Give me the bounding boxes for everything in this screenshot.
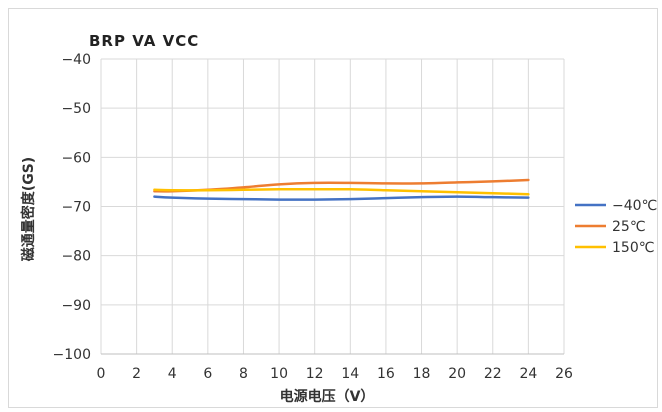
- legend-label: 25℃: [612, 219, 646, 235]
- y-tick-label: −100: [53, 347, 91, 363]
- legend-label: 150℃: [612, 240, 654, 256]
- y-axis-title: 磁通量密度(GS): [20, 157, 37, 261]
- x-axis-title: 电源电压（V）: [280, 388, 375, 405]
- x-tick-label: 12: [306, 366, 324, 382]
- legend-label: −40℃: [612, 198, 657, 214]
- y-tick-label: −60: [61, 150, 91, 166]
- x-tick-label: 20: [448, 366, 466, 382]
- y-tick-label: −80: [61, 249, 91, 265]
- x-tick-label: 22: [484, 366, 502, 382]
- series-lines: [153, 178, 530, 201]
- x-tick-label: 2: [132, 366, 141, 382]
- series-line: [153, 195, 530, 201]
- x-tick-label: 0: [97, 366, 106, 382]
- x-tick-label: 10: [270, 366, 288, 382]
- x-tick-label: 8: [239, 366, 248, 382]
- chart-title: BRP VA VCC: [89, 32, 199, 50]
- grid: [100, 58, 565, 355]
- legend: −40℃ 25℃ 150℃: [575, 198, 657, 256]
- x-tick-label: 14: [341, 366, 359, 382]
- x-tick-label: 16: [377, 366, 395, 382]
- line-chart: 0 2 4 6 8 10 12 14 16 18 20 22 24 26−40−50−60−70−80−9…: [20, 32, 657, 405]
- x-tick-label: 6: [203, 366, 212, 382]
- x-tick-label: 24: [519, 366, 537, 382]
- chart-frame: 0 2 4 6 8 10 12 14 16 18 20 22 24 26 −40 −50 −60 −70 −80 −9…: [8, 8, 658, 408]
- y-tick-label: −90: [61, 298, 91, 314]
- x-tick-label: 4: [168, 366, 177, 382]
- y-tick-label: −70: [61, 200, 91, 216]
- tick-labels: 0 2 4 6 8 10 12 14 16 18 20 22 24 26−40−50−60−70−80−9…: [53, 52, 573, 382]
- y-tick-label: −40: [61, 52, 91, 68]
- series-line: [153, 187, 530, 196]
- y-tick-label: −50: [61, 101, 91, 117]
- x-tick-label: 18: [413, 366, 431, 382]
- x-tick-label: 26: [555, 366, 573, 382]
